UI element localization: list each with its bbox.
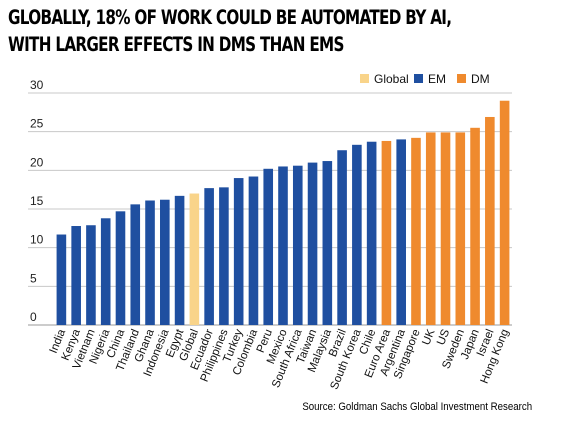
bar-chile (366, 141, 377, 325)
bar-taiwan (307, 162, 318, 325)
bar-peru (263, 168, 274, 325)
chart-title-line-2: WITH LARGER EFFECTS IN DMS THAN EMS (8, 33, 344, 56)
chart-title: GLOBALLY, 18% OF WORK COULD BE AUTOMATED… (8, 4, 452, 58)
chart-title-line-1: GLOBALLY, 18% OF WORK COULD BE AUTOMATED… (8, 6, 452, 29)
legend: Global EM DM (360, 72, 490, 86)
y-tick-label: 30 (30, 78, 44, 92)
bar-south-africa (292, 165, 303, 325)
bar-india (56, 234, 67, 325)
x-axis-labels: IndiaKenyaVietnamNigeriaChinaThailandGha… (48, 327, 512, 392)
legend-swatch-global (360, 74, 369, 83)
bar-kenya (71, 226, 81, 325)
legend-label-em: EM (428, 72, 446, 86)
bar-euro-area (381, 140, 392, 325)
bar-nigeria (100, 218, 111, 325)
bar-singapore (411, 137, 421, 325)
bar-turkey (233, 178, 244, 325)
bar-sweden (455, 132, 466, 325)
bar-uk (425, 132, 436, 325)
y-tick-label: 5 (30, 271, 37, 285)
legend-label-global: Global (374, 72, 409, 86)
x-tick-label: US (435, 327, 452, 347)
bars (56, 100, 510, 326)
source-note: Source: Goldman Sachs Global Investment … (302, 401, 532, 413)
y-tick-label: 15 (30, 194, 44, 208)
bar-hong-kong (499, 100, 510, 325)
legend-swatch-em (414, 74, 423, 83)
y-tick-label: 0 (30, 310, 37, 324)
bar-south-korea (352, 144, 362, 325)
legend-label-dm: DM (471, 72, 490, 86)
bar-ecuador (204, 188, 214, 325)
y-tick-label: 20 (30, 155, 44, 169)
bar-global (189, 193, 200, 325)
y-tick-label: 25 (30, 117, 44, 131)
y-tick-label: 10 (30, 233, 44, 247)
bar-japan (470, 127, 480, 325)
bar-ghana (145, 200, 155, 325)
bar-vietnam (86, 225, 96, 325)
bar-thailand (130, 204, 141, 325)
bar-malaysia (322, 161, 333, 325)
bar-us (440, 132, 451, 325)
y-axis-labels: 0 5 10 15 20 25 30 (30, 78, 44, 324)
bar-egypt (174, 195, 185, 325)
bar-indonesia (160, 199, 170, 325)
bar-colombia (248, 176, 259, 325)
bar-philippines (219, 187, 229, 325)
legend-swatch-dm (457, 74, 466, 83)
bar-argentina (396, 139, 406, 325)
bar-china (115, 211, 126, 325)
bar-brazil (337, 150, 347, 325)
x-tick-label: UK (420, 327, 437, 347)
bar-israel (485, 116, 495, 326)
bar-mexico (278, 166, 288, 325)
